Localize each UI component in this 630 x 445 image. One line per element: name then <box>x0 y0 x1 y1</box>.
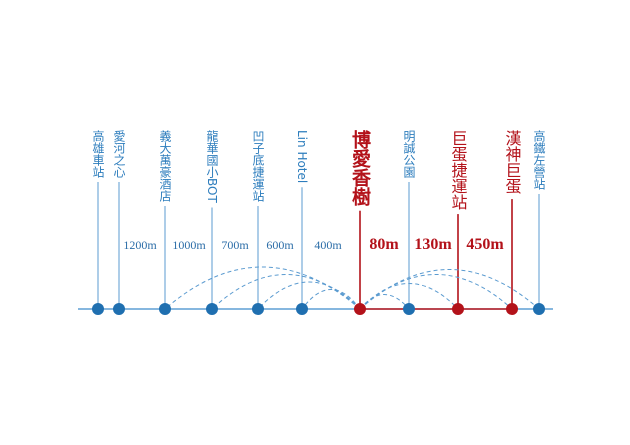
distance-label: 1000m <box>172 238 206 252</box>
distance-label: 130m <box>414 236 452 253</box>
arc <box>359 269 540 310</box>
station-dot <box>159 303 171 315</box>
arc <box>301 289 361 310</box>
arc <box>164 266 361 310</box>
station-dot <box>296 303 308 315</box>
station-dot <box>113 303 125 315</box>
station-dot <box>533 303 545 315</box>
station-label: 漢神巨蛋 <box>503 130 522 195</box>
arc <box>211 274 361 310</box>
station-dot <box>354 303 366 315</box>
station-dot <box>506 303 518 315</box>
distance-label: 1200m <box>123 238 157 252</box>
arc <box>257 281 361 310</box>
distance-label: 700m <box>221 238 249 252</box>
station-label: 凹子底捷運站 <box>251 130 265 202</box>
distance-label: 450m <box>466 236 504 253</box>
station-label: 義大萬豪酒店 <box>158 129 172 202</box>
distance-label: 600m <box>266 238 294 252</box>
station-dot <box>403 303 415 315</box>
station-label: 高鐵左營站 <box>532 129 546 190</box>
distance-arcs <box>164 266 540 310</box>
arc <box>359 283 459 310</box>
station-dot <box>252 303 264 315</box>
station-label: 明誠公園 <box>402 130 416 178</box>
station-label: 愛河之心 <box>112 130 126 178</box>
station-label: 博愛香樹 <box>349 129 372 207</box>
distance-label: 400m <box>314 238 342 252</box>
station-dot <box>206 303 218 315</box>
station-dot <box>452 303 464 315</box>
station-dot <box>92 303 104 315</box>
arc <box>359 294 410 310</box>
station-label: Lin Hotel <box>295 130 309 183</box>
station-label: 巨蛋捷運站 <box>449 130 468 210</box>
station-label: 高雄車站 <box>91 129 105 178</box>
station-label: 龍華國小BOT <box>205 129 219 204</box>
distance-label: 80m <box>369 236 399 253</box>
